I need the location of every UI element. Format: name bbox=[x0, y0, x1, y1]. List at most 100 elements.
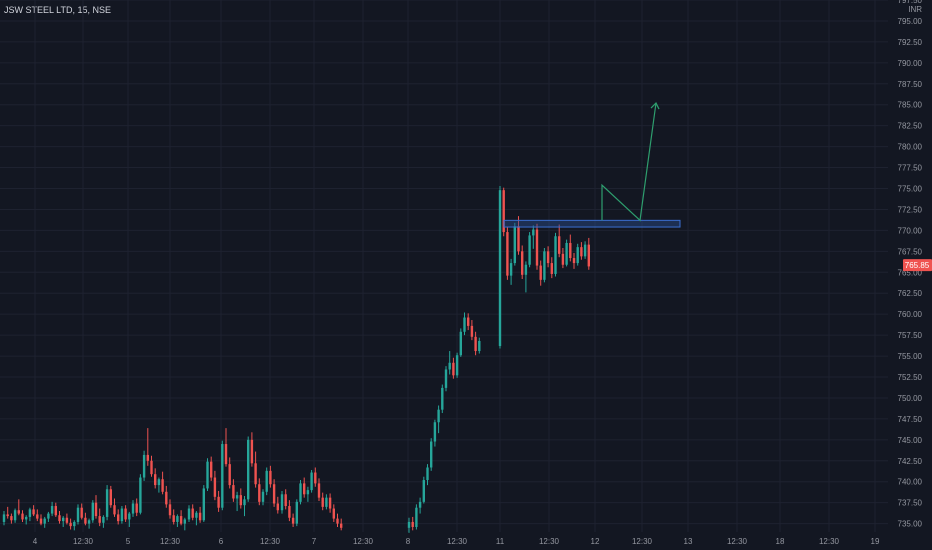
candle-body bbox=[303, 483, 305, 494]
candle-body bbox=[14, 510, 16, 520]
candle-body bbox=[506, 232, 508, 276]
candle-body bbox=[423, 480, 425, 502]
candle-body bbox=[299, 483, 301, 501]
candle-body bbox=[158, 479, 160, 485]
candle-body bbox=[88, 520, 90, 523]
last-price-label: 765.85 bbox=[905, 261, 930, 270]
candle-body bbox=[214, 478, 216, 497]
candle-body bbox=[240, 495, 242, 505]
candle-body bbox=[449, 363, 451, 370]
y-unit-label: INR bbox=[908, 5, 922, 14]
y-tick-label: 737.50 bbox=[898, 499, 923, 508]
candle-body bbox=[408, 522, 410, 528]
candle-body bbox=[161, 479, 163, 492]
candle-body bbox=[247, 440, 249, 499]
y-tick-label: 782.50 bbox=[898, 122, 923, 131]
candle-body bbox=[528, 235, 530, 264]
y-tick-label: 785.00 bbox=[898, 101, 923, 110]
projection-arrow bbox=[602, 103, 656, 220]
candle-body bbox=[143, 455, 145, 478]
candle-body bbox=[92, 503, 94, 521]
candle-body bbox=[180, 516, 182, 524]
candle-body bbox=[551, 263, 553, 274]
candle-body bbox=[573, 258, 575, 263]
candle-body bbox=[169, 504, 171, 515]
candle-body bbox=[40, 519, 42, 524]
y-tick-label: 767.50 bbox=[898, 247, 923, 256]
candle-body bbox=[225, 444, 227, 464]
candle-body bbox=[77, 508, 79, 522]
candle-body bbox=[288, 506, 290, 518]
candle-body bbox=[66, 518, 68, 523]
candle-body bbox=[32, 509, 34, 514]
candle-body bbox=[322, 498, 324, 507]
x-tick-label: 12:30 bbox=[447, 537, 468, 546]
x-tick-label: 12:30 bbox=[819, 537, 840, 546]
candle-body bbox=[463, 318, 465, 332]
candle-body bbox=[543, 251, 545, 279]
candle-body bbox=[333, 509, 335, 519]
candle-body bbox=[296, 502, 298, 524]
candle-body bbox=[81, 508, 83, 518]
candle-body bbox=[232, 485, 234, 498]
candle-body bbox=[437, 410, 439, 423]
y-tick-label: 772.50 bbox=[898, 205, 923, 214]
candle-body bbox=[29, 509, 31, 517]
candle-body bbox=[10, 516, 12, 520]
x-tick-label: 8 bbox=[406, 537, 411, 546]
candle-body bbox=[329, 498, 331, 509]
candle-body bbox=[192, 509, 194, 518]
candle-body bbox=[106, 489, 108, 517]
candle-body bbox=[415, 508, 417, 527]
y-tick-label: 762.50 bbox=[898, 289, 923, 298]
candle-body bbox=[243, 499, 245, 505]
candle-body bbox=[18, 510, 20, 513]
candle-body bbox=[460, 332, 462, 355]
x-tick-label: 12:30 bbox=[727, 537, 748, 546]
candle-body bbox=[467, 318, 469, 326]
candle-body bbox=[176, 516, 178, 522]
candle-body bbox=[47, 514, 49, 519]
candle-body bbox=[517, 226, 519, 251]
candle-body bbox=[325, 498, 327, 507]
candle-body bbox=[229, 464, 231, 485]
candle-body bbox=[285, 494, 287, 506]
x-tick-label: 12:30 bbox=[260, 537, 281, 546]
price-axis: 797.50795.00792.50790.00787.50785.00782.… bbox=[898, 0, 932, 529]
y-tick-label: 760.00 bbox=[898, 310, 923, 319]
candle-body bbox=[580, 247, 582, 256]
y-tick-label: 787.50 bbox=[898, 80, 923, 89]
candle-body bbox=[262, 492, 264, 502]
candle-body bbox=[314, 473, 316, 484]
candle-body bbox=[7, 514, 9, 516]
x-tick-label: 7 bbox=[312, 537, 317, 546]
candle-body bbox=[121, 509, 123, 522]
candle-body bbox=[510, 263, 512, 276]
candle-body bbox=[562, 254, 564, 265]
candle-body bbox=[588, 245, 590, 267]
candle-body bbox=[445, 369, 447, 387]
y-tick-label: 770.00 bbox=[898, 226, 923, 235]
candle-body bbox=[195, 513, 197, 518]
time-axis: 4 12:30 5 12:30 6 12:30 7 12:30 8 12:30 11 12:30 12 1… bbox=[33, 537, 880, 546]
candle-body bbox=[584, 245, 586, 257]
candle-body bbox=[471, 326, 473, 337]
candle-body bbox=[577, 247, 579, 263]
candle-body bbox=[310, 473, 312, 491]
y-tick-label: 792.50 bbox=[898, 38, 923, 47]
x-tick-label: 12:30 bbox=[632, 537, 653, 546]
candle-body bbox=[532, 230, 534, 236]
candle-body bbox=[51, 506, 53, 514]
candle-body bbox=[318, 483, 320, 497]
candle-body bbox=[150, 461, 152, 474]
candle-body bbox=[266, 471, 268, 492]
candle-body bbox=[124, 509, 126, 520]
candle-body bbox=[307, 490, 309, 494]
candle-body bbox=[434, 422, 436, 441]
candle-body bbox=[426, 467, 428, 480]
candle-body bbox=[419, 502, 421, 508]
y-tick-label: 777.50 bbox=[898, 164, 923, 173]
y-tick-label: 790.00 bbox=[898, 59, 923, 68]
candle-body bbox=[258, 484, 260, 502]
